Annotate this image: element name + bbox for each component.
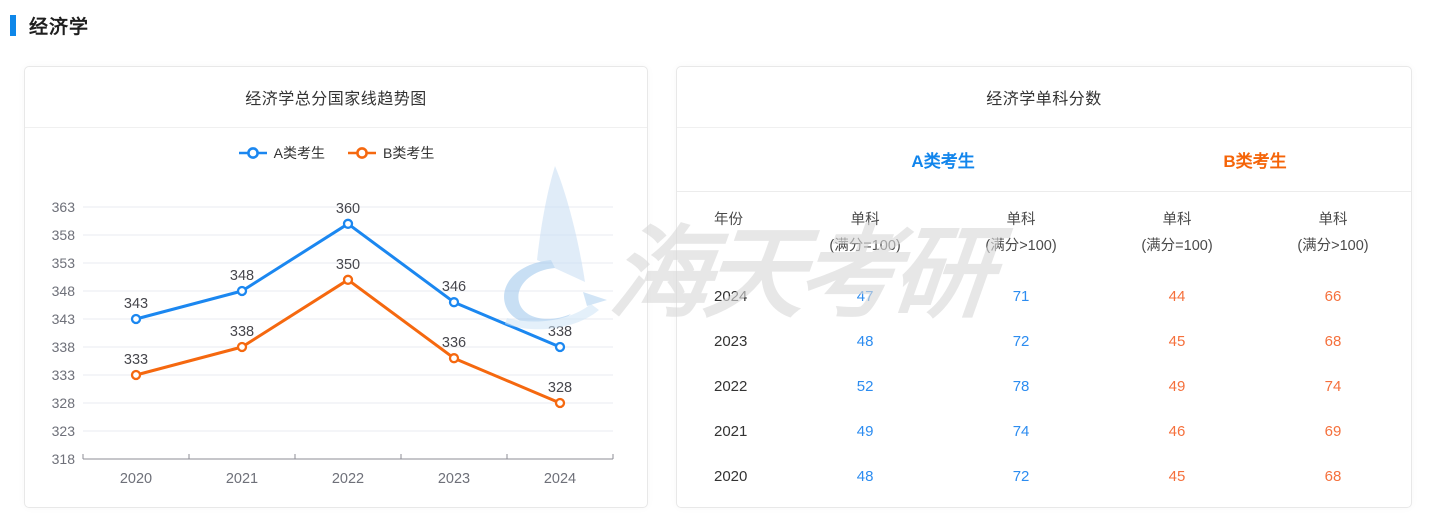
column-header-year: 年份: [714, 212, 743, 228]
year-cell: 2024: [714, 288, 748, 305]
table-row: 2021 49 74 46 69: [677, 409, 1411, 454]
accent-bar: [10, 15, 16, 36]
svg-text:348: 348: [230, 268, 254, 284]
group-header-b: B类考生: [1223, 152, 1287, 171]
svg-text:2023: 2023: [438, 471, 470, 487]
svg-text:353: 353: [52, 255, 76, 271]
svg-text:350: 350: [336, 257, 360, 273]
score-cell: 68: [1324, 468, 1342, 485]
column-header-a-gt100: 单科 (满分>100): [985, 212, 1057, 254]
svg-text:333: 333: [124, 352, 148, 368]
table-row: 2024 47 71 44 66: [677, 274, 1411, 319]
svg-text:2022: 2022: [332, 471, 364, 487]
score-cell: 72: [1012, 333, 1030, 350]
chart-title-row: 经济学总分国家线趋势图: [25, 67, 647, 128]
svg-text:338: 338: [52, 339, 76, 355]
score-cell: 48: [856, 468, 874, 485]
line-marker-icon: [348, 146, 376, 159]
score-cell: 45: [1168, 333, 1186, 350]
section-header: 经济学: [10, 12, 89, 39]
legend-item-b[interactable]: B类考生: [347, 143, 434, 163]
table-row: 2020 48 72 45 68: [677, 454, 1411, 499]
group-header-a: A类考生: [911, 152, 975, 171]
score-cell: 49: [1168, 378, 1186, 395]
line-marker-icon: [238, 146, 267, 159]
page-title: 经济学: [29, 17, 90, 38]
svg-text:2024: 2024: [544, 471, 576, 487]
score-cell: 74: [1012, 423, 1030, 440]
column-header-b-eq100: 单科 (满分=100): [1141, 212, 1213, 254]
score-cell: 49: [856, 423, 874, 440]
chart-legend: A类考生 B类考生: [25, 128, 647, 177]
svg-text:358: 358: [52, 227, 76, 243]
score-cell: 71: [1012, 288, 1030, 305]
score-cell: 68: [1324, 333, 1342, 350]
table-group-header: A类考生 B类考生: [677, 128, 1411, 192]
score-cell: 52: [856, 378, 874, 395]
svg-text:338: 338: [230, 324, 254, 340]
score-table-card: 经济学单科分数 A类考生 B类考生 年份 单科 (满分=100) 单科 (满分>10…: [676, 66, 1412, 508]
score-cell: 78: [1012, 378, 1030, 395]
svg-text:343: 343: [52, 311, 76, 327]
trend-chart-card: 经济学总分国家线趋势图 A类考生 B类考生 318 323 328 333 338 343…: [24, 66, 648, 508]
score-cell: 45: [1168, 468, 1186, 485]
score-cell: 66: [1324, 288, 1342, 305]
year-cell: 2023: [714, 333, 748, 350]
chart-title: 经济学总分国家线趋势图: [245, 91, 427, 108]
table-title-row: 经济学单科分数: [677, 67, 1411, 128]
score-cell: 44: [1168, 288, 1186, 305]
score-cell: 48: [856, 333, 874, 350]
legend-label-a: A类考生: [273, 144, 325, 161]
svg-text:318: 318: [52, 451, 76, 467]
svg-text:323: 323: [52, 423, 76, 439]
score-cell: 46: [1168, 423, 1186, 440]
line-chart-plot: 318 323 328 333 338 343 348 353 358 363 2020 2021 20…: [52, 199, 614, 487]
table-row: 2023 48 72 45 68: [677, 319, 1411, 364]
year-cell: 2022: [714, 378, 748, 395]
svg-text:333: 333: [52, 367, 76, 383]
svg-text:338: 338: [548, 324, 572, 340]
svg-text:346: 346: [442, 279, 466, 295]
table-row: 2022 52 78 49 74: [677, 364, 1411, 409]
svg-text:363: 363: [52, 199, 76, 215]
svg-text:328: 328: [52, 395, 76, 411]
table-column-headers: 年份 单科 (满分=100) 单科 (满分>100) 单科 (满分=100) 单科 (满…: [677, 192, 1411, 274]
column-header-b-gt100: 单科 (满分>100): [1297, 212, 1369, 254]
year-cell: 2021: [714, 423, 748, 440]
score-cell: 72: [1012, 468, 1030, 485]
svg-text:336: 336: [442, 335, 466, 351]
column-header-a-eq100: 单科 (满分=100): [829, 212, 901, 254]
score-cell: 74: [1324, 378, 1342, 395]
score-cell: 69: [1324, 423, 1342, 440]
svg-text:2021: 2021: [226, 471, 258, 487]
svg-text:2020: 2020: [120, 471, 152, 487]
svg-text:348: 348: [52, 283, 76, 299]
svg-text:343: 343: [124, 296, 148, 312]
legend-item-a[interactable]: A类考生: [238, 143, 325, 163]
svg-text:328: 328: [548, 380, 572, 396]
svg-text:360: 360: [336, 201, 360, 217]
year-cell: 2020: [714, 468, 748, 485]
legend-label-b: B类考生: [383, 144, 435, 161]
table-title: 经济学单科分数: [986, 91, 1102, 108]
score-cell: 47: [856, 288, 874, 305]
